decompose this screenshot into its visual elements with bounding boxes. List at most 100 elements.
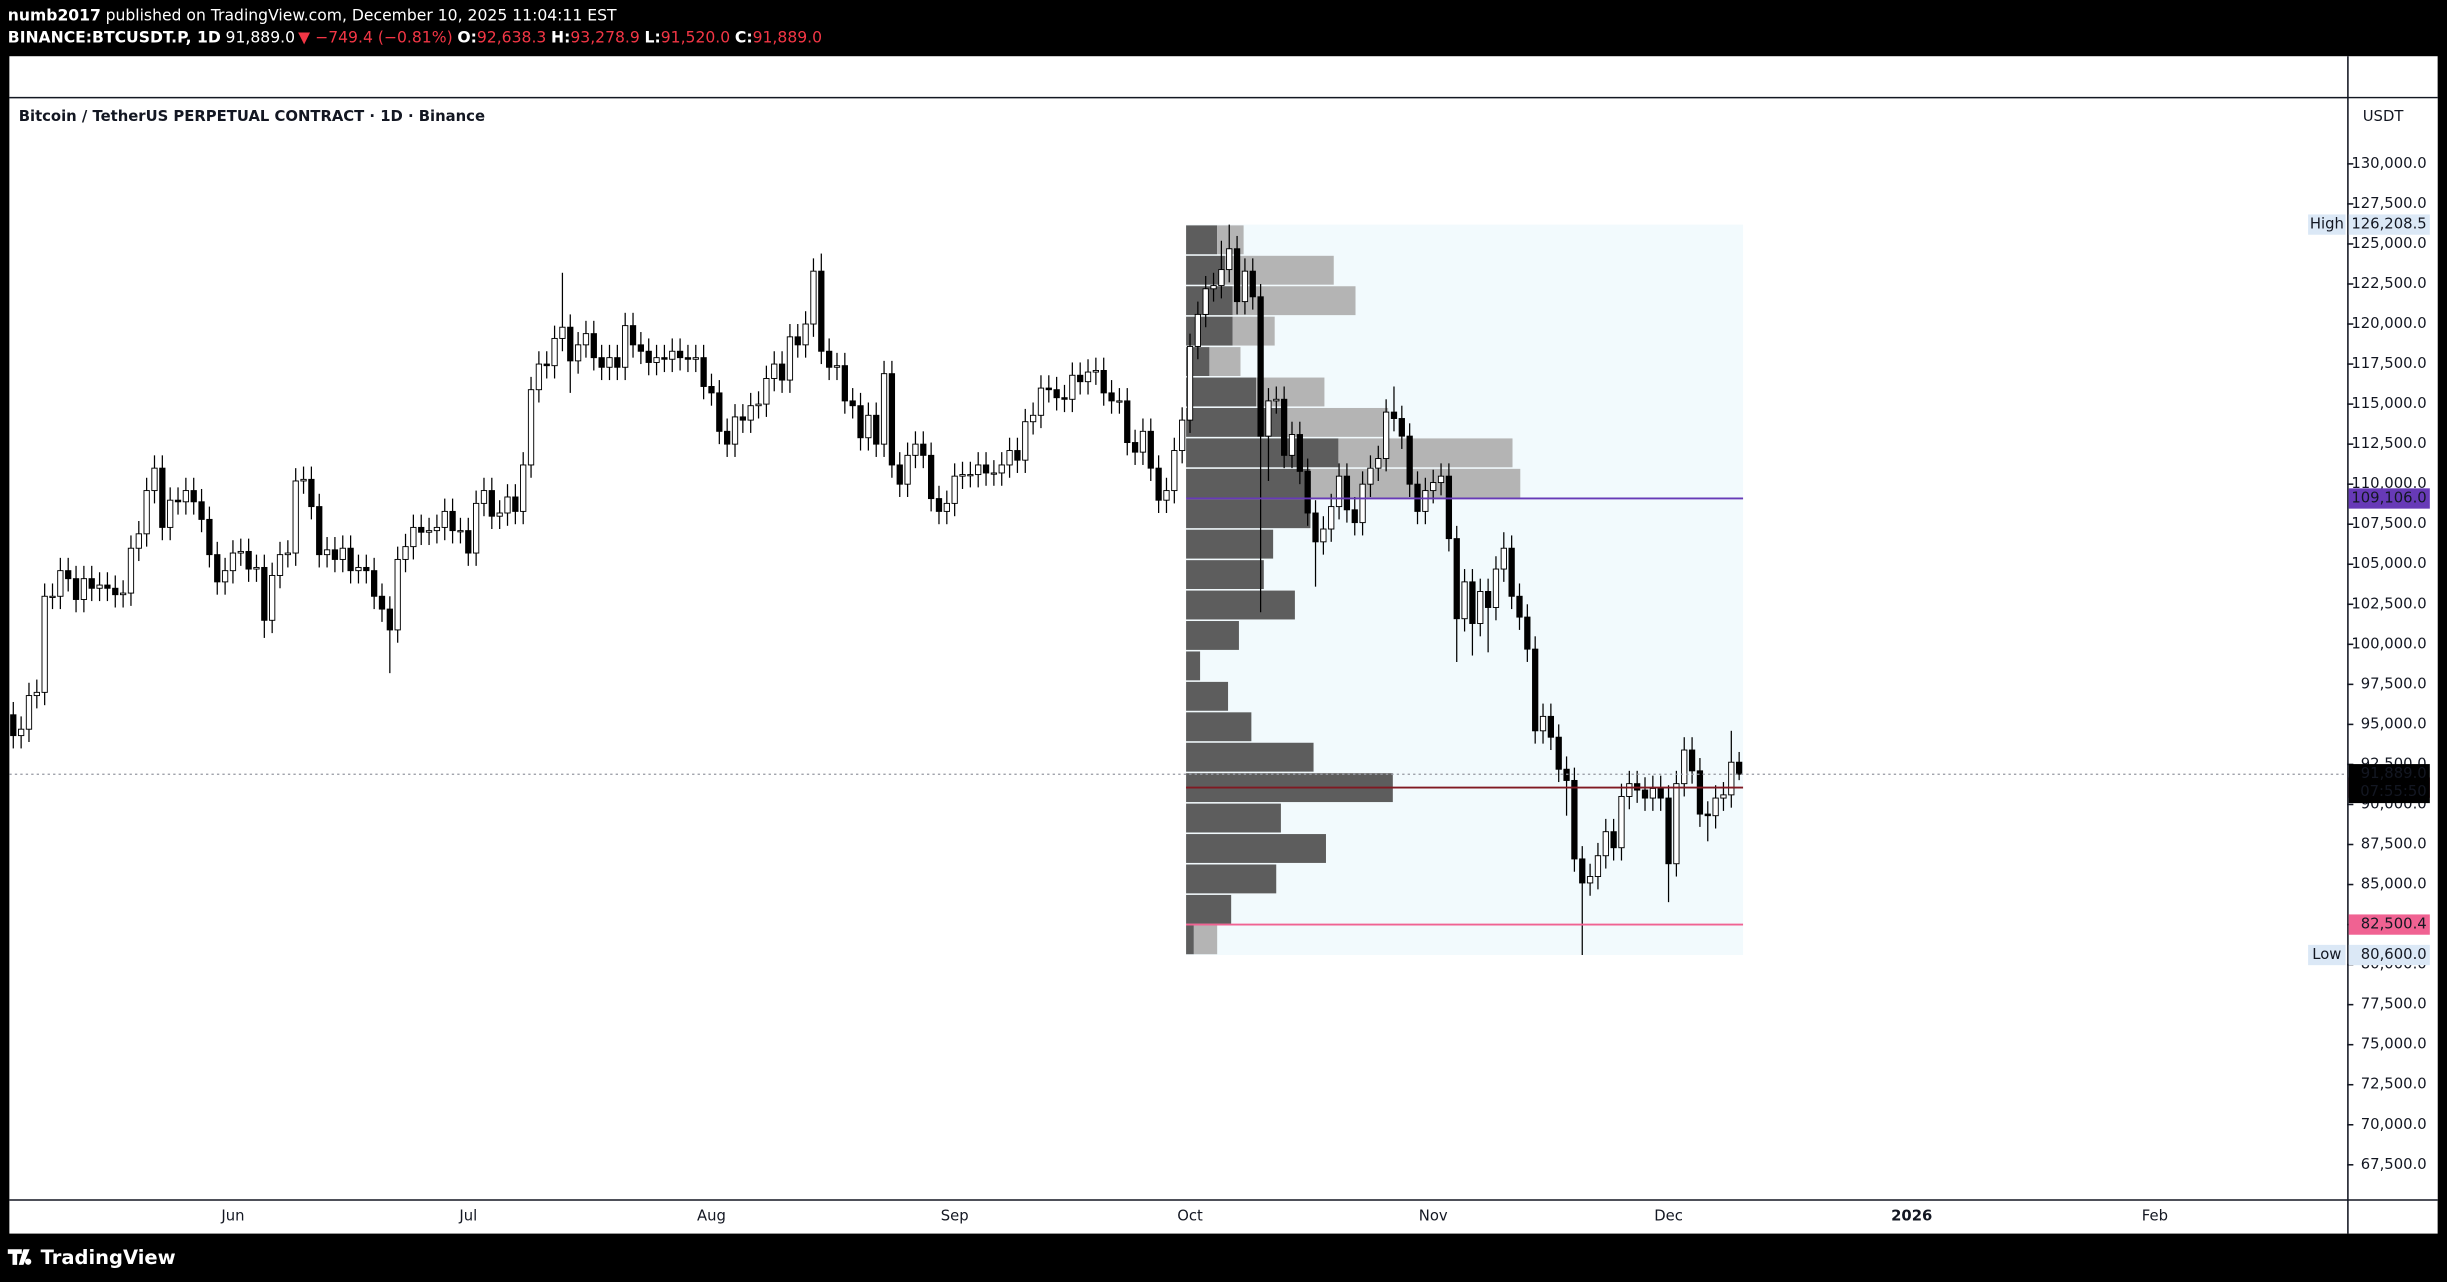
profile-row-dark	[1186, 499, 1311, 529]
candle-body	[25, 695, 33, 730]
candle-body	[1179, 419, 1186, 452]
extreme-tag-bg	[2308, 214, 2346, 235]
candle-body	[1571, 779, 1578, 860]
candle-body	[920, 443, 927, 456]
candle-body	[386, 608, 393, 631]
y-tick-label: 120,000.0	[2351, 315, 2426, 332]
candle-body	[151, 467, 158, 492]
profile-row-light	[1209, 347, 1241, 376]
candle-body	[1547, 715, 1555, 738]
candle-body	[551, 337, 558, 367]
candle-body	[96, 584, 103, 589]
candle-body	[1335, 475, 1343, 508]
candle-body	[896, 464, 903, 485]
ohlc-key: O:	[457, 28, 477, 46]
candle-body	[535, 363, 543, 391]
last-price-bg	[2348, 764, 2430, 804]
candle-body	[778, 363, 786, 381]
y-tick-label: 110,000.0	[2351, 475, 2426, 492]
published: published on TradingView.com, December 1…	[106, 6, 617, 24]
symbol: BINANCE:BTCUSDT.P, 1D	[8, 28, 221, 46]
y-tick-label: 67,500.0	[2361, 1156, 2427, 1173]
candle-body	[1108, 392, 1115, 402]
y-tick-label: 77,500.0	[2361, 996, 2427, 1013]
candle-body	[418, 526, 425, 533]
profile-row-dark	[1186, 894, 1232, 924]
candle-body	[1343, 475, 1351, 511]
x-tick-label: 2026	[1891, 1207, 1932, 1224]
candle-body	[1626, 783, 1633, 797]
candle-body	[206, 518, 213, 556]
candle-body	[159, 467, 166, 528]
candles	[9, 224, 2348, 956]
candle-body	[786, 336, 794, 381]
candle-body	[771, 363, 778, 379]
unit-label: USDT	[2363, 108, 2405, 125]
publish-line: numb2017 published on TradingView.com, De…	[8, 6, 617, 24]
candle-body	[927, 454, 935, 500]
candle-body	[441, 510, 448, 528]
candle-body	[990, 472, 998, 475]
candle-body	[794, 336, 801, 346]
candle-body	[323, 549, 331, 556]
extreme-value-bg	[2348, 214, 2430, 235]
candle-body	[1367, 467, 1374, 485]
candle-body	[880, 373, 888, 445]
candle-body	[410, 526, 417, 548]
candle-body	[1304, 470, 1311, 514]
level-label: 109,106.0	[2351, 489, 2426, 506]
candle-body	[1586, 876, 1594, 884]
y-tick-label: 85,000.0	[2361, 876, 2427, 893]
candle-body	[1524, 616, 1531, 650]
candle-body	[425, 530, 433, 533]
candle-body	[331, 549, 339, 560]
candle-body	[590, 333, 597, 359]
profile-row-light	[1224, 255, 1334, 285]
profile-row-dark	[1186, 681, 1229, 711]
candle-body	[1375, 458, 1382, 469]
profile-row-dark	[1186, 316, 1233, 346]
y-tick-label: 100,000.0	[2351, 635, 2426, 652]
countdown: 07:55:50	[2360, 783, 2427, 800]
last-price-label: 91,889.0	[2361, 765, 2427, 782]
candle-body	[527, 389, 535, 466]
candle-body	[1453, 538, 1460, 620]
candle-body	[1469, 581, 1476, 624]
level-label: 82,500.4	[2361, 916, 2427, 933]
candle-body	[33, 691, 40, 697]
chart-title: Bitcoin / TetherUS PERPETUAL CONTRACT · …	[19, 108, 485, 125]
candle-body	[1532, 648, 1539, 732]
profile-row-light	[1193, 925, 1218, 955]
candle-body	[1328, 506, 1335, 530]
candle-body	[1281, 398, 1288, 456]
profile-row-dark	[1186, 712, 1252, 742]
candle-body	[1539, 715, 1547, 732]
candle-body	[1163, 490, 1170, 501]
candle-body	[1649, 787, 1656, 799]
extreme-value: 80,600.0	[2361, 946, 2427, 963]
candle-body	[237, 550, 244, 554]
candle-body	[88, 578, 95, 589]
candle-body	[1241, 270, 1249, 303]
candle-body	[433, 526, 441, 532]
ohlc-value: 91,889.0	[753, 28, 822, 46]
candle-body	[253, 566, 260, 570]
candle-body	[1728, 761, 1735, 796]
candle-body	[1210, 285, 1217, 290]
candle-body	[669, 350, 676, 360]
candle-body	[1484, 591, 1492, 608]
candle-body	[598, 357, 605, 368]
candle-body	[1155, 467, 1162, 501]
candle-body	[998, 464, 1005, 474]
candle-body	[1398, 418, 1405, 437]
candle-body	[1736, 761, 1743, 775]
candle-body	[1226, 248, 1233, 271]
profile-row-dark	[1186, 651, 1201, 681]
candle-body	[1069, 374, 1076, 400]
candle-body	[1249, 270, 1256, 298]
candle-body	[1618, 795, 1625, 849]
candle-body	[127, 547, 135, 594]
profile-row-dark	[1186, 377, 1257, 407]
candle-body	[1390, 411, 1398, 419]
candle-body	[755, 403, 762, 407]
